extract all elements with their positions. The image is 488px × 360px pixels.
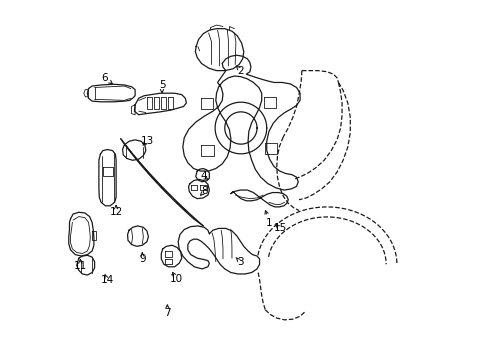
Text: 14: 14 [101,275,114,285]
Text: 1: 1 [266,218,272,228]
Text: 10: 10 [169,274,183,284]
Polygon shape [188,179,209,199]
Polygon shape [168,97,173,109]
Polygon shape [134,93,186,115]
Polygon shape [147,97,152,109]
Polygon shape [87,84,135,102]
Polygon shape [69,212,94,256]
Polygon shape [178,226,259,274]
Polygon shape [92,231,96,240]
Text: 5: 5 [159,80,165,90]
Polygon shape [99,149,116,206]
Polygon shape [164,251,172,257]
Text: 2: 2 [237,66,244,76]
Polygon shape [183,55,300,190]
Text: 12: 12 [109,207,122,217]
Polygon shape [122,140,145,160]
Polygon shape [195,168,209,182]
Polygon shape [199,185,206,190]
Text: 6: 6 [101,73,108,83]
Polygon shape [77,255,94,275]
Text: 3: 3 [237,257,244,267]
Text: 11: 11 [74,261,87,271]
Polygon shape [264,97,276,108]
Polygon shape [224,112,257,144]
Polygon shape [161,245,182,267]
Text: 15: 15 [273,224,286,233]
Text: 4: 4 [200,171,206,181]
Polygon shape [201,145,214,156]
Polygon shape [195,29,244,71]
Text: 9: 9 [139,254,145,264]
Polygon shape [161,97,166,109]
Text: 7: 7 [164,308,170,318]
Text: 8: 8 [202,186,208,196]
Polygon shape [191,185,197,190]
Text: 13: 13 [141,136,154,145]
Polygon shape [127,226,148,246]
Polygon shape [131,105,135,115]
Polygon shape [83,90,88,97]
Polygon shape [215,102,266,154]
Polygon shape [154,97,159,109]
Polygon shape [201,98,212,109]
Polygon shape [265,143,276,154]
Polygon shape [230,190,287,207]
Polygon shape [164,259,172,264]
Polygon shape [102,167,112,176]
